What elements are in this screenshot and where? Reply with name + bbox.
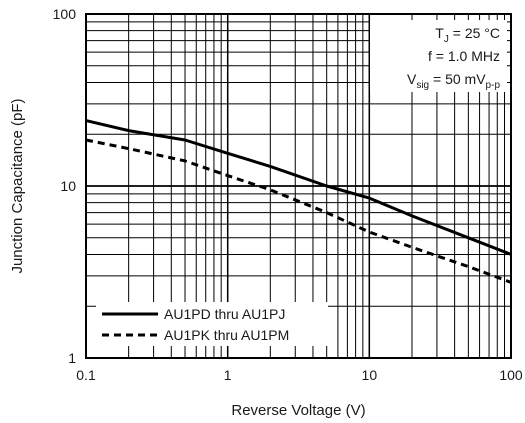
y-tick-label: 100 xyxy=(53,6,77,22)
legend-entry-au1pd: AU1PD thru AU1PJ xyxy=(164,306,285,322)
x-tick-label: 0.1 xyxy=(76,367,96,383)
plot-frame xyxy=(85,13,512,359)
y-axis-label: Junction Capacitance (pF) xyxy=(9,98,26,273)
legend-entry-au1pk: AU1PK thru AU1PM xyxy=(164,327,289,343)
annotation-signal-voltage: Vsig = 50 mVp-p xyxy=(407,71,500,91)
x-tick-label: 1 xyxy=(224,367,232,383)
x-axis-label: Reverse Voltage (V) xyxy=(231,402,365,419)
annotation-frequency: f = 1.0 MHz xyxy=(428,48,500,64)
y-tick-label: 1 xyxy=(68,350,76,366)
y-tick-label: 10 xyxy=(60,178,76,194)
conditions-annotation: TJ = 25 °C f = 1.0 MHz Vsig = 50 mVp-p xyxy=(370,20,507,92)
x-tick-label: 10 xyxy=(362,367,378,383)
series-line-0 xyxy=(85,119,512,256)
x-tick-label: 100 xyxy=(499,367,523,383)
annotation-temperature: TJ = 25 °C xyxy=(435,25,500,45)
series-line-1 xyxy=(85,138,512,284)
series-layer xyxy=(85,119,512,284)
legend: AU1PD thru AU1PJ AU1PK thru AU1PM xyxy=(96,302,328,346)
